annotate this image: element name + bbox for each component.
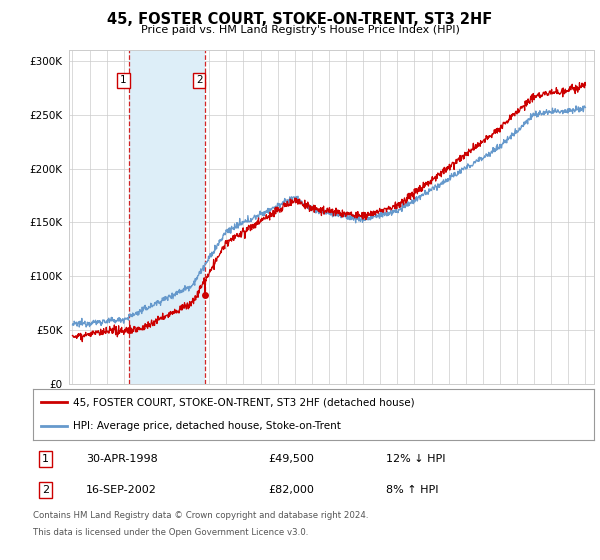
- Text: 16-SEP-2002: 16-SEP-2002: [86, 485, 157, 495]
- Text: 45, FOSTER COURT, STOKE-ON-TRENT, ST3 2HF: 45, FOSTER COURT, STOKE-ON-TRENT, ST3 2H…: [107, 12, 493, 27]
- Text: 1: 1: [120, 76, 127, 86]
- Text: 45, FOSTER COURT, STOKE-ON-TRENT, ST3 2HF (detached house): 45, FOSTER COURT, STOKE-ON-TRENT, ST3 2H…: [73, 397, 415, 407]
- Text: 2: 2: [42, 485, 49, 495]
- Text: This data is licensed under the Open Government Licence v3.0.: This data is licensed under the Open Gov…: [33, 528, 308, 536]
- Text: 30-APR-1998: 30-APR-1998: [86, 454, 158, 464]
- Text: HPI: Average price, detached house, Stoke-on-Trent: HPI: Average price, detached house, Stok…: [73, 422, 341, 432]
- Text: 12% ↓ HPI: 12% ↓ HPI: [386, 454, 446, 464]
- Text: 2: 2: [196, 76, 202, 86]
- Text: Contains HM Land Registry data © Crown copyright and database right 2024.: Contains HM Land Registry data © Crown c…: [33, 511, 368, 520]
- Text: 8% ↑ HPI: 8% ↑ HPI: [386, 485, 439, 495]
- Text: Price paid vs. HM Land Registry's House Price Index (HPI): Price paid vs. HM Land Registry's House …: [140, 25, 460, 35]
- Text: £82,000: £82,000: [269, 485, 314, 495]
- Text: £49,500: £49,500: [269, 454, 314, 464]
- Text: 1: 1: [42, 454, 49, 464]
- Bar: [130, 50, 205, 384]
